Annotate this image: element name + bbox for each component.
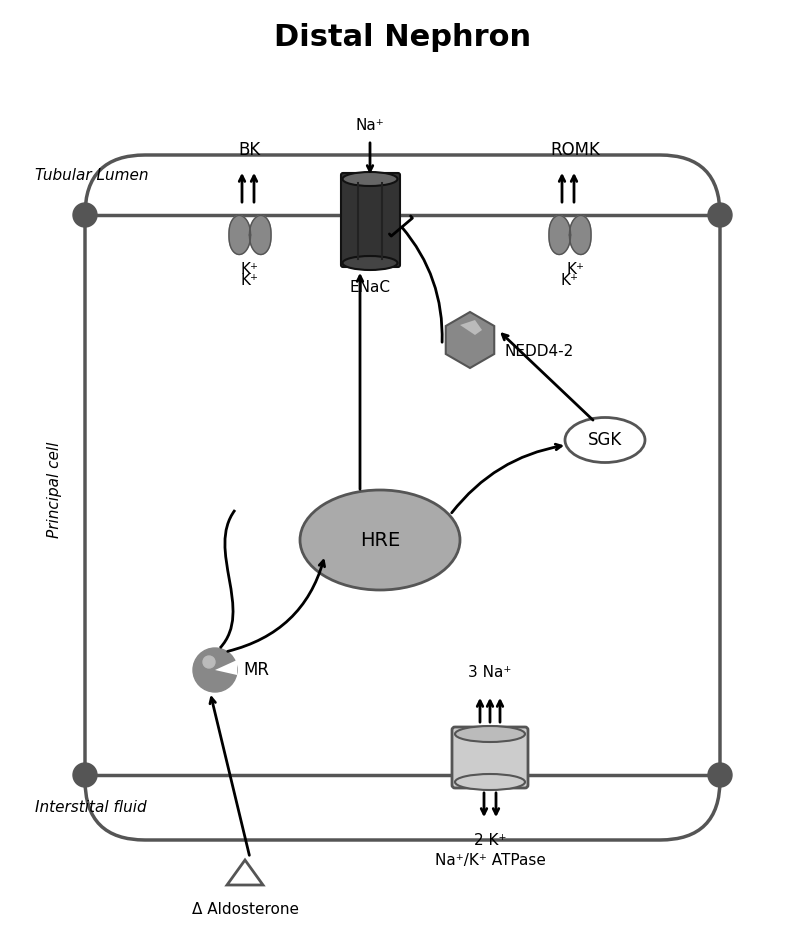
Polygon shape (215, 660, 237, 675)
Text: Δ Aldosterone: Δ Aldosterone (192, 902, 298, 917)
Text: Na⁺: Na⁺ (355, 118, 384, 133)
Text: K⁺: K⁺ (561, 273, 579, 288)
Text: Interstital fluid: Interstital fluid (35, 800, 147, 815)
Text: 2 K⁺: 2 K⁺ (474, 833, 506, 848)
Polygon shape (569, 215, 591, 255)
FancyBboxPatch shape (452, 727, 528, 788)
Circle shape (193, 648, 237, 692)
Text: Tubular Lumen: Tubular Lumen (35, 168, 148, 183)
Ellipse shape (343, 256, 397, 270)
Text: ROMK: ROMK (550, 141, 600, 159)
Circle shape (73, 203, 97, 227)
Text: NEDD4-2: NEDD4-2 (505, 344, 574, 359)
Polygon shape (249, 215, 271, 255)
Text: BK: BK (239, 141, 261, 159)
Text: Principal cell: Principal cell (48, 442, 63, 538)
FancyBboxPatch shape (85, 155, 720, 840)
Polygon shape (549, 215, 571, 255)
Text: SGK: SGK (588, 431, 622, 449)
Ellipse shape (343, 172, 397, 186)
Text: K⁺: K⁺ (241, 273, 259, 288)
Text: HRE: HRE (359, 531, 400, 549)
FancyBboxPatch shape (341, 173, 400, 267)
Ellipse shape (565, 417, 645, 462)
Circle shape (203, 656, 215, 668)
Polygon shape (460, 320, 482, 335)
Ellipse shape (455, 774, 525, 790)
Text: K⁺: K⁺ (566, 262, 584, 277)
Text: 3 Na⁺: 3 Na⁺ (468, 665, 512, 680)
Circle shape (708, 203, 732, 227)
Text: MR: MR (243, 661, 269, 679)
Polygon shape (446, 312, 494, 368)
Text: K⁺: K⁺ (241, 262, 259, 277)
Text: Distal Nephron: Distal Nephron (274, 23, 532, 52)
Polygon shape (229, 215, 251, 255)
Circle shape (708, 763, 732, 787)
Text: ENaC: ENaC (350, 280, 390, 295)
Text: Na⁺/K⁺ ATPase: Na⁺/K⁺ ATPase (434, 853, 546, 868)
Ellipse shape (455, 726, 525, 742)
Polygon shape (227, 860, 263, 885)
Circle shape (73, 763, 97, 787)
Ellipse shape (300, 490, 460, 590)
